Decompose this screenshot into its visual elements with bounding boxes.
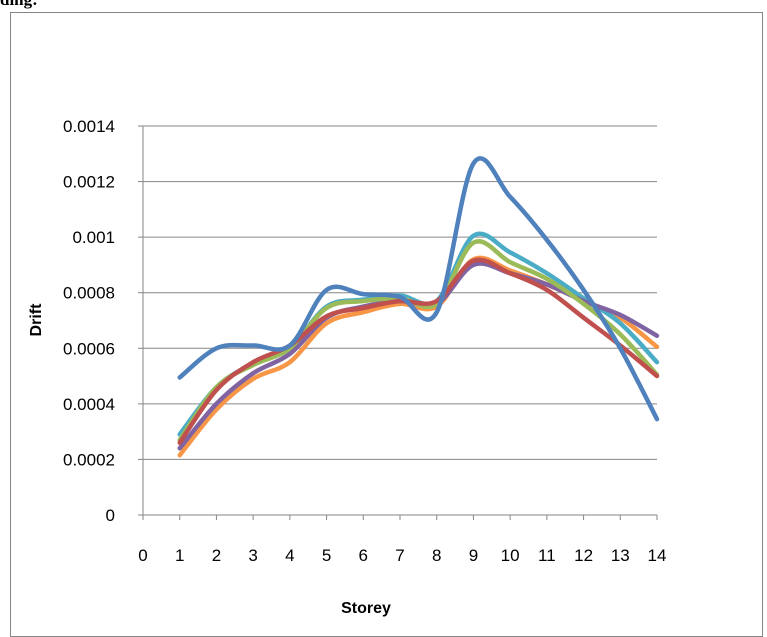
x-tick-label: 13 — [611, 546, 630, 565]
x-tick-label: 1 — [175, 546, 184, 565]
series-line-1 — [177, 156, 660, 422]
x-tick-label: 6 — [359, 546, 368, 565]
axes — [142, 126, 658, 520]
y-axis-title: Drift — [28, 303, 45, 337]
x-tick-labels: 0 1 2 3 4 5 6 7 8 9 10 11 12 13 14 — [138, 546, 666, 565]
heading-fragment: ding: — [0, 0, 38, 10]
y-tick-label: 0.0014 — [63, 117, 115, 136]
y-tick-label: 0.0006 — [63, 339, 115, 358]
grid-lines — [138, 125, 657, 516]
x-tick-label: 14 — [648, 546, 667, 565]
x-tick-label: 8 — [432, 546, 441, 565]
y-tick-label: 0.0002 — [63, 450, 115, 469]
x-tick-label: 7 — [395, 546, 404, 565]
y-tick-label: 0.0008 — [63, 284, 115, 303]
series-line-6 — [177, 255, 660, 458]
x-axis-title: Storey — [341, 600, 391, 617]
x-tick-label: 2 — [212, 546, 221, 565]
series-line-3 — [177, 239, 660, 443]
series-lines — [177, 156, 660, 458]
x-tick-label: 11 — [538, 546, 556, 565]
x-tick-label: 9 — [469, 546, 478, 565]
x-tick-label: 0 — [138, 546, 147, 565]
y-tick-label: 0.001 — [72, 228, 115, 247]
x-tick-label: 3 — [248, 546, 257, 565]
y-tick-label: 0.0012 — [63, 173, 115, 192]
x-tick-label: 4 — [285, 546, 294, 565]
y-tick-labels: 0 0.0002 0.0004 0.0006 0.0008 0.001 0.0012 0.00… — [63, 117, 115, 525]
series-line-2 — [177, 257, 660, 446]
y-tick-label: 0 — [106, 506, 115, 525]
x-tick-label: 5 — [322, 546, 331, 565]
x-tick-label: 10 — [501, 546, 520, 565]
x-tick-label: 12 — [574, 546, 593, 565]
y-tick-label: 0.0004 — [63, 395, 115, 414]
